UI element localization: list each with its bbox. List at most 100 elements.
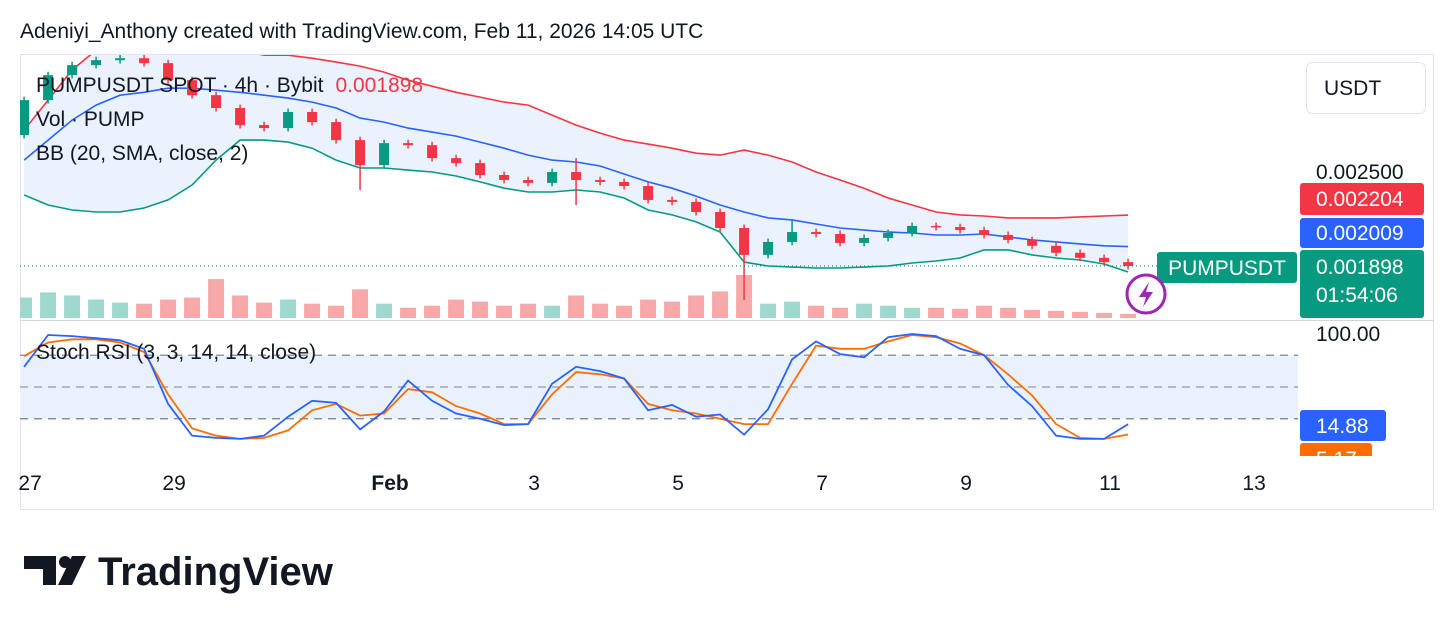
currency-button[interactable] xyxy=(1306,62,1426,114)
volume-bar xyxy=(760,303,777,318)
volume-bar xyxy=(1000,307,1017,318)
volume-bar xyxy=(784,301,801,318)
candle-body xyxy=(1003,234,1014,240)
stoch-line xyxy=(23,333,1129,440)
volume-bar xyxy=(928,307,945,318)
stoch-axis: 14.88 5.17 xyxy=(1300,410,1386,471)
stoch-k-label: 14.88 xyxy=(1316,415,1369,438)
candle-body xyxy=(1075,252,1086,258)
volume-bar xyxy=(328,305,345,318)
candle-body xyxy=(1099,257,1110,263)
volume-bar xyxy=(88,299,105,318)
volume-bar xyxy=(592,303,609,318)
currency[interactable]: USDT xyxy=(1324,77,1381,100)
stoch-line xyxy=(23,334,1129,440)
x-tick-label: Feb xyxy=(371,472,408,495)
candle-body xyxy=(883,233,894,238)
axes: 27 29 Feb 3 5 7 9 11 13 0.002500 100.00 0.002204 0.0… xyxy=(18,161,1424,495)
x-tick-label: 29 xyxy=(162,472,185,495)
candle-body xyxy=(67,65,78,76)
y-tick-label: 0.002500 xyxy=(1316,161,1404,184)
volume-bar xyxy=(856,303,873,318)
volume-bar xyxy=(208,279,225,318)
volume-bar xyxy=(280,299,297,318)
volume-bar xyxy=(568,295,585,318)
candle-body xyxy=(20,100,30,136)
candle-body xyxy=(787,232,798,242)
volume-bar xyxy=(304,303,321,318)
candle-body xyxy=(307,112,318,123)
volume-bar xyxy=(472,301,489,318)
volume-bar xyxy=(376,303,393,318)
stoch-band-fill xyxy=(20,355,1298,419)
bb-basis-label-box xyxy=(1300,218,1424,248)
candle-body xyxy=(835,233,846,243)
footer-logo: TradingView xyxy=(98,550,334,594)
volume-bar xyxy=(832,307,849,318)
volume-bar xyxy=(256,302,273,318)
symbol-title: PUMPUSDT SPOT · 4h · Bybit xyxy=(36,74,324,97)
candle-body xyxy=(667,199,678,202)
candle-body xyxy=(235,108,246,126)
candle-body xyxy=(211,95,222,109)
volume-bar xyxy=(1024,309,1041,318)
volume-bar xyxy=(1048,310,1065,318)
volume-bar xyxy=(400,307,417,318)
volume-bar xyxy=(496,305,513,318)
candle-body xyxy=(139,58,150,64)
volume-bar xyxy=(1096,312,1113,318)
stoch-k-label-box xyxy=(1300,410,1386,441)
candle-body xyxy=(283,112,294,129)
candle-body xyxy=(907,225,918,234)
volume-bar xyxy=(880,305,897,318)
tradingview-logo-icon xyxy=(24,556,86,585)
volume-bar xyxy=(112,302,129,318)
candle-body xyxy=(115,58,126,61)
countdown: 01:54:06 xyxy=(1316,284,1398,307)
volume-bar xyxy=(64,295,81,318)
candle-body xyxy=(763,241,774,255)
candle-body xyxy=(715,211,726,228)
candle-body xyxy=(547,171,558,183)
candle-body xyxy=(691,201,702,212)
volume-legend: Vol · PUMP xyxy=(36,108,145,131)
volume-bar xyxy=(448,299,465,318)
candle-body xyxy=(1123,262,1134,267)
candle-body xyxy=(859,237,870,243)
stoch-legend: Stoch RSI (3, 3, 14, 14, close) xyxy=(36,341,316,364)
chart-frame xyxy=(20,54,1434,510)
candle-body xyxy=(43,75,54,101)
volume-bar xyxy=(352,289,369,318)
candle-body xyxy=(619,181,630,187)
volume-bar xyxy=(664,301,681,318)
candle-body xyxy=(187,80,198,96)
x-tick-label: 13 xyxy=(1242,472,1265,495)
y-tick-label: 100.00 xyxy=(1316,323,1380,346)
candle-body xyxy=(979,230,990,235)
volume-bar xyxy=(160,299,177,318)
bb-basis-label: 0.002009 xyxy=(1316,222,1404,245)
volume-bar xyxy=(20,297,33,318)
candle-body xyxy=(499,174,510,180)
bb-upper-label: 0.002204 xyxy=(1316,188,1404,211)
candle-body xyxy=(379,143,390,166)
stoch-d-label: 5.17 xyxy=(1316,448,1357,471)
volume-bar xyxy=(688,295,705,318)
symbol-label-box xyxy=(1157,252,1297,283)
candle-body xyxy=(355,140,366,166)
price-pane xyxy=(20,55,1137,318)
lightning-icon[interactable] xyxy=(1125,273,1167,315)
volume-bar xyxy=(544,305,561,318)
stoch-pane xyxy=(20,333,1298,440)
bb-upper-label-box xyxy=(1300,183,1424,215)
bb-line xyxy=(23,55,1129,219)
volume-bar xyxy=(712,291,729,318)
volume-bar xyxy=(616,305,633,318)
legend-title: PUMPUSDT SPOT · 4h · Bybit 0.001898 xyxy=(36,74,423,97)
candle-body xyxy=(91,60,102,66)
candle-body xyxy=(739,227,750,255)
candle-body xyxy=(643,186,654,200)
volume-bar xyxy=(520,303,537,318)
